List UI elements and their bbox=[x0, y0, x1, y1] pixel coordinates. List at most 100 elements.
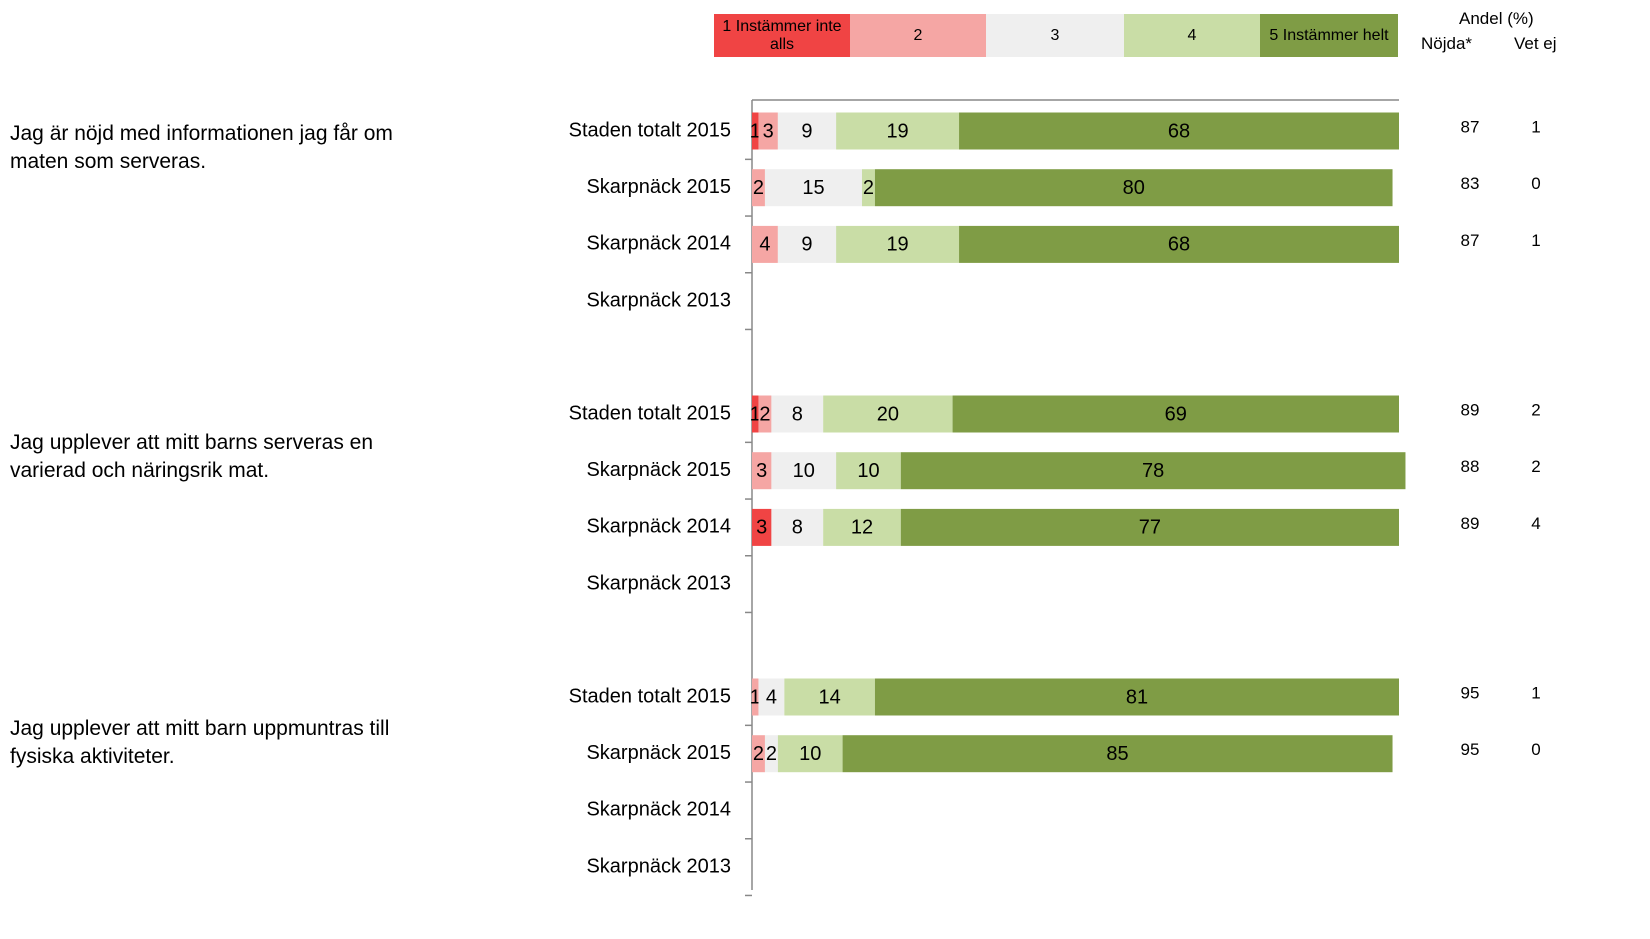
legend-item: 4 bbox=[1124, 14, 1260, 57]
bar-segment bbox=[874, 678, 1399, 716]
column-value: 0 bbox=[1531, 740, 1540, 759]
data-label: 2 bbox=[863, 177, 874, 199]
data-label: 10 bbox=[857, 460, 879, 482]
column-value: 89 bbox=[1461, 400, 1480, 419]
bar-segment bbox=[836, 112, 960, 150]
bar-segment bbox=[752, 225, 778, 263]
row-label: Staden totalt 2015 bbox=[569, 119, 731, 141]
bar-segment bbox=[959, 225, 1399, 263]
row-label: Skarpnäck 2015 bbox=[586, 459, 731, 481]
data-label: 2 bbox=[753, 743, 764, 765]
column-value: 89 bbox=[1461, 514, 1480, 533]
legend-item: 1 Instämmer inte alls bbox=[714, 14, 850, 57]
bar-segment bbox=[752, 112, 759, 150]
column-value: 4 bbox=[1531, 514, 1540, 533]
bar-segment bbox=[836, 452, 901, 490]
data-label: 20 bbox=[877, 403, 899, 425]
data-label: 85 bbox=[1106, 743, 1128, 765]
column-header: Nöjda* bbox=[1421, 34, 1473, 53]
data-label: 9 bbox=[801, 234, 812, 256]
bar-segment bbox=[752, 395, 759, 433]
row-label: Skarpnäck 2013 bbox=[586, 855, 731, 877]
column-value: 95 bbox=[1461, 740, 1480, 759]
question-label: Jag upplever att mitt barn uppmuntras ti… bbox=[10, 717, 390, 768]
bar-segment bbox=[764, 735, 778, 773]
data-label: 4 bbox=[759, 234, 770, 256]
data-label: 78 bbox=[1142, 460, 1164, 482]
bar-segment bbox=[758, 395, 772, 433]
data-label: 69 bbox=[1165, 403, 1187, 425]
column-value: 1 bbox=[1531, 231, 1540, 250]
bar-segment bbox=[959, 112, 1399, 150]
data-label: 15 bbox=[802, 177, 824, 199]
row-label: Skarpnäck 2015 bbox=[586, 742, 731, 764]
data-label: 77 bbox=[1139, 517, 1161, 539]
data-label: 80 bbox=[1123, 177, 1145, 199]
data-label: 2 bbox=[766, 743, 777, 765]
row-label: Skarpnäck 2014 bbox=[586, 233, 731, 255]
column-value: 83 bbox=[1461, 174, 1480, 193]
row-label: Staden totalt 2015 bbox=[569, 685, 731, 707]
column-group-header: Andel (%) bbox=[1459, 9, 1534, 28]
column-value: 87 bbox=[1461, 117, 1480, 136]
bar-segment bbox=[900, 508, 1399, 546]
data-label: 3 bbox=[756, 460, 767, 482]
column-value: 2 bbox=[1531, 400, 1540, 419]
row-label: Skarpnäck 2013 bbox=[586, 289, 731, 311]
bar-segment bbox=[752, 169, 765, 207]
bar-segment bbox=[771, 395, 824, 433]
bar-segment bbox=[752, 452, 772, 490]
row-label: Skarpnäck 2015 bbox=[586, 176, 731, 198]
bar-segment bbox=[758, 678, 785, 716]
data-label: 8 bbox=[792, 403, 803, 425]
bar-segment bbox=[784, 678, 875, 716]
bar-segment bbox=[823, 395, 953, 433]
data-label: 68 bbox=[1168, 120, 1190, 142]
bar-segment bbox=[874, 169, 1393, 207]
data-label: 19 bbox=[886, 234, 908, 256]
data-label: 1 bbox=[750, 403, 761, 425]
data-label: 81 bbox=[1126, 686, 1148, 708]
data-label: 9 bbox=[801, 120, 812, 142]
column-value: 1 bbox=[1531, 683, 1540, 702]
data-label: 4 bbox=[766, 686, 777, 708]
bar-segment bbox=[777, 225, 837, 263]
data-label: 3 bbox=[756, 517, 767, 539]
data-label: 10 bbox=[799, 743, 821, 765]
bar-segment bbox=[771, 452, 837, 490]
legend-item: 2 bbox=[850, 14, 986, 57]
data-label: 14 bbox=[819, 686, 841, 708]
data-label: 8 bbox=[792, 517, 803, 539]
column-value: 2 bbox=[1531, 457, 1540, 476]
column-header: Vet ej bbox=[1514, 34, 1557, 53]
bar-segment bbox=[836, 225, 960, 263]
data-label: 2 bbox=[759, 403, 770, 425]
bar-segment bbox=[900, 452, 1406, 490]
column-value: 88 bbox=[1461, 457, 1480, 476]
bar-segment bbox=[771, 508, 824, 546]
column-value: 1 bbox=[1531, 117, 1540, 136]
bar-segment bbox=[758, 112, 778, 150]
data-label: 1 bbox=[750, 120, 761, 142]
bar-segment bbox=[823, 508, 901, 546]
legend-item: 3 bbox=[986, 14, 1124, 57]
bar-segment bbox=[752, 678, 759, 716]
row-label: Staden totalt 2015 bbox=[569, 402, 731, 424]
row-label: Skarpnäck 2014 bbox=[586, 516, 731, 538]
bar-segment bbox=[952, 395, 1399, 433]
bar-segment bbox=[752, 508, 772, 546]
data-label: 68 bbox=[1168, 234, 1190, 256]
bar-segment bbox=[764, 169, 862, 207]
question-label: Jag är nöjd med informationen jag får om… bbox=[10, 122, 393, 173]
data-label: 12 bbox=[851, 517, 873, 539]
bar-segment bbox=[842, 735, 1393, 773]
data-label: 10 bbox=[793, 460, 815, 482]
column-value: 87 bbox=[1461, 231, 1480, 250]
data-label: 3 bbox=[763, 120, 774, 142]
bar-segment bbox=[777, 112, 837, 150]
bar-segment bbox=[861, 169, 875, 207]
question-label: Jag upplever att mitt barns serveras en … bbox=[10, 431, 374, 482]
legend-item: 5 Instämmer helt bbox=[1260, 14, 1398, 57]
